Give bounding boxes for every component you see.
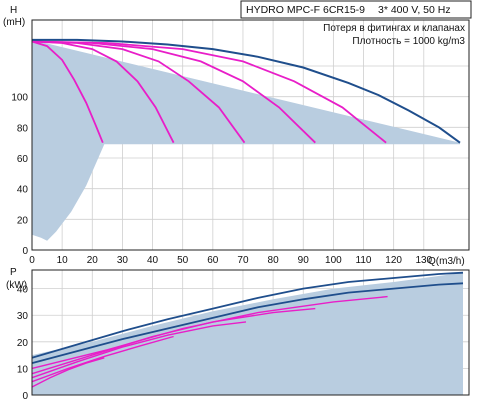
head-x-tick-label: 20: [87, 255, 99, 266]
power-y-tick-label: 30: [17, 311, 29, 322]
title-box: HYDRO MPC-F 6CR15-9 3* 400 V, 50 Hz: [240, 0, 472, 19]
head-x-tick-label: 90: [298, 255, 310, 266]
head-x-tick-label: 40: [147, 255, 159, 266]
power-axis-letter: P: [10, 267, 17, 278]
power-plot-frame: [31, 269, 470, 396]
head-chart: 0 10 20 30 40 50 60 70 80 90 100 110 120 130 0 20 40 60 80…: [11, 19, 470, 266]
head-plot-frame: [31, 19, 470, 251]
head-x-tick-label: 70: [237, 255, 249, 266]
title-box-frame: [240, 0, 472, 19]
head-y-tick-label: 60: [17, 154, 29, 165]
electrical-spec-label: 3* 400 V, 50 Hz: [378, 4, 451, 16]
head-x-tick-label: 60: [207, 255, 219, 266]
head-x-tick-label: 110: [356, 255, 372, 266]
head-y-tick-label: 20: [17, 215, 29, 226]
head-operating-area: [32, 39, 460, 241]
power-pump-curve-5: [31, 357, 105, 388]
head-x-tick-label: 30: [117, 255, 129, 266]
power-max-curve-1: [31, 271, 464, 359]
head-x-tick-label: 100: [325, 255, 342, 266]
head-axis-unit: (mH): [3, 17, 25, 28]
fittings-loss-note: Потеря в фитингах и клапанах: [323, 22, 465, 34]
power-operating-area: [32, 272, 463, 395]
power-axis-unit: (kW): [6, 280, 27, 291]
power-pump-curve-3: [31, 321, 247, 379]
power-pump-curve-2: [31, 307, 316, 375]
power-pump-curve-4: [31, 335, 174, 383]
head-x-tick-label: 10: [57, 255, 69, 266]
power-y-tick-label: 0: [22, 391, 28, 400]
power-y-tick-label: 20: [17, 338, 29, 349]
head-y-tick-label: 80: [17, 123, 29, 134]
head-axis-letter: H: [10, 5, 17, 16]
head-x-tick-label: 0: [29, 255, 35, 266]
pump-model-label: HYDRO MPC-F 6CR15-9: [246, 4, 365, 16]
head-x-tick-label: 130: [415, 255, 432, 266]
power-chart: 0 10 20 30 40: [17, 269, 470, 400]
head-y-tick-label: 40: [17, 185, 29, 196]
head-x-tick-label: 80: [268, 255, 280, 266]
head-max-curve: [32, 38, 461, 144]
power-y-tick-label: 40: [17, 285, 29, 296]
head-y-tick-label: 0: [22, 246, 28, 257]
head-pump-curve-1: [31, 40, 104, 144]
head-x-tick-label: 120: [385, 255, 402, 266]
power-max-curve-2: [31, 282, 464, 364]
head-y-tick-label: 100: [11, 93, 28, 104]
head-x-tick-label: 50: [177, 255, 189, 266]
head-pump-curve-5: [31, 40, 387, 144]
flow-axis-label: Q(m3/h): [428, 256, 465, 267]
power-y-tick-label: 10: [17, 364, 29, 375]
density-note: Плотность = 1000 kg/m3: [352, 36, 465, 47]
